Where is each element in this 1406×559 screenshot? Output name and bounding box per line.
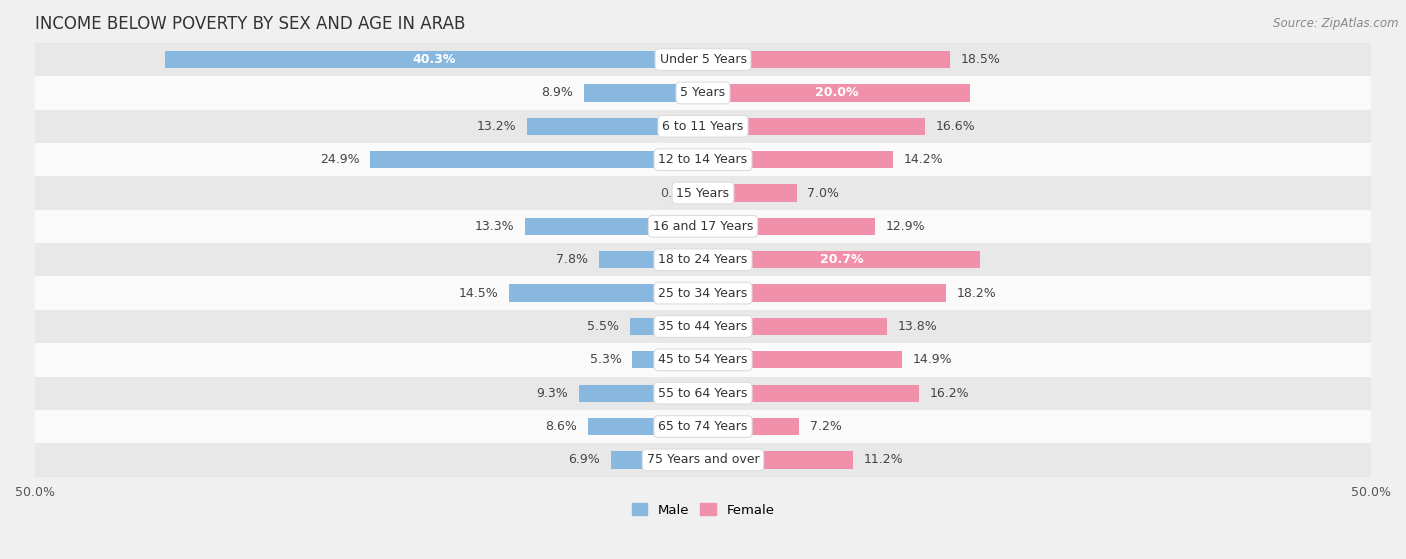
Text: 20.7%: 20.7% bbox=[820, 253, 863, 266]
Bar bbox=[35, 143, 1371, 176]
Text: 35 to 44 Years: 35 to 44 Years bbox=[658, 320, 748, 333]
Text: 25 to 34 Years: 25 to 34 Years bbox=[658, 287, 748, 300]
Bar bbox=[703, 151, 893, 168]
Text: 55 to 64 Years: 55 to 64 Years bbox=[658, 387, 748, 400]
Bar bbox=[703, 318, 887, 335]
Bar bbox=[599, 251, 703, 268]
Text: 18.5%: 18.5% bbox=[960, 53, 1001, 66]
Bar bbox=[35, 210, 1371, 243]
Bar bbox=[509, 285, 703, 302]
Bar bbox=[588, 418, 703, 435]
Bar bbox=[703, 84, 970, 102]
Bar bbox=[35, 377, 1371, 410]
Text: 40.3%: 40.3% bbox=[412, 53, 456, 66]
Text: 5.3%: 5.3% bbox=[589, 353, 621, 366]
Text: 14.9%: 14.9% bbox=[912, 353, 952, 366]
Text: 9.3%: 9.3% bbox=[536, 387, 568, 400]
Text: 16.6%: 16.6% bbox=[935, 120, 976, 133]
Text: 75 Years and over: 75 Years and over bbox=[647, 453, 759, 466]
Text: Under 5 Years: Under 5 Years bbox=[659, 53, 747, 66]
Bar bbox=[526, 217, 703, 235]
Text: 11.2%: 11.2% bbox=[863, 453, 903, 466]
Text: 7.0%: 7.0% bbox=[807, 187, 839, 200]
Bar bbox=[703, 117, 925, 135]
Text: 6 to 11 Years: 6 to 11 Years bbox=[662, 120, 744, 133]
Text: Source: ZipAtlas.com: Source: ZipAtlas.com bbox=[1274, 17, 1399, 30]
Bar bbox=[35, 343, 1371, 377]
Text: 5 Years: 5 Years bbox=[681, 87, 725, 100]
Bar bbox=[527, 117, 703, 135]
Text: 13.3%: 13.3% bbox=[475, 220, 515, 233]
Bar bbox=[35, 243, 1371, 276]
Bar bbox=[703, 351, 903, 368]
Bar bbox=[165, 51, 703, 68]
Bar bbox=[703, 184, 797, 202]
Bar bbox=[579, 385, 703, 402]
Text: 18.2%: 18.2% bbox=[957, 287, 997, 300]
Bar bbox=[703, 451, 852, 468]
Bar bbox=[703, 385, 920, 402]
Bar bbox=[35, 43, 1371, 76]
Text: 7.8%: 7.8% bbox=[557, 253, 588, 266]
Text: 13.8%: 13.8% bbox=[898, 320, 938, 333]
Text: 15 Years: 15 Years bbox=[676, 187, 730, 200]
Text: 5.5%: 5.5% bbox=[586, 320, 619, 333]
Text: 7.2%: 7.2% bbox=[810, 420, 842, 433]
Bar bbox=[35, 410, 1371, 443]
Text: 18 to 24 Years: 18 to 24 Years bbox=[658, 253, 748, 266]
Bar bbox=[370, 151, 703, 168]
Bar bbox=[583, 84, 703, 102]
Bar bbox=[35, 310, 1371, 343]
Legend: Male, Female: Male, Female bbox=[626, 498, 780, 522]
Bar bbox=[703, 418, 799, 435]
Bar bbox=[703, 51, 950, 68]
Bar bbox=[35, 276, 1371, 310]
Text: 16 and 17 Years: 16 and 17 Years bbox=[652, 220, 754, 233]
Bar bbox=[35, 76, 1371, 110]
Bar bbox=[703, 217, 876, 235]
Bar bbox=[703, 285, 946, 302]
Text: 20.0%: 20.0% bbox=[815, 87, 858, 100]
Text: 65 to 74 Years: 65 to 74 Years bbox=[658, 420, 748, 433]
Text: 12.9%: 12.9% bbox=[886, 220, 925, 233]
Text: 8.9%: 8.9% bbox=[541, 87, 574, 100]
Text: 12 to 14 Years: 12 to 14 Years bbox=[658, 153, 748, 166]
Text: 6.9%: 6.9% bbox=[568, 453, 600, 466]
Bar bbox=[633, 351, 703, 368]
Text: 8.6%: 8.6% bbox=[546, 420, 578, 433]
Text: 13.2%: 13.2% bbox=[477, 120, 516, 133]
Bar bbox=[630, 318, 703, 335]
Bar bbox=[35, 443, 1371, 477]
Text: 24.9%: 24.9% bbox=[321, 153, 360, 166]
Text: 14.5%: 14.5% bbox=[458, 287, 499, 300]
Bar bbox=[610, 451, 703, 468]
Bar bbox=[35, 110, 1371, 143]
Text: INCOME BELOW POVERTY BY SEX AND AGE IN ARAB: INCOME BELOW POVERTY BY SEX AND AGE IN A… bbox=[35, 15, 465, 33]
Text: 0.0%: 0.0% bbox=[661, 187, 692, 200]
Bar bbox=[703, 251, 980, 268]
Text: 16.2%: 16.2% bbox=[931, 387, 970, 400]
Text: 14.2%: 14.2% bbox=[904, 153, 943, 166]
Text: 45 to 54 Years: 45 to 54 Years bbox=[658, 353, 748, 366]
Bar bbox=[35, 176, 1371, 210]
